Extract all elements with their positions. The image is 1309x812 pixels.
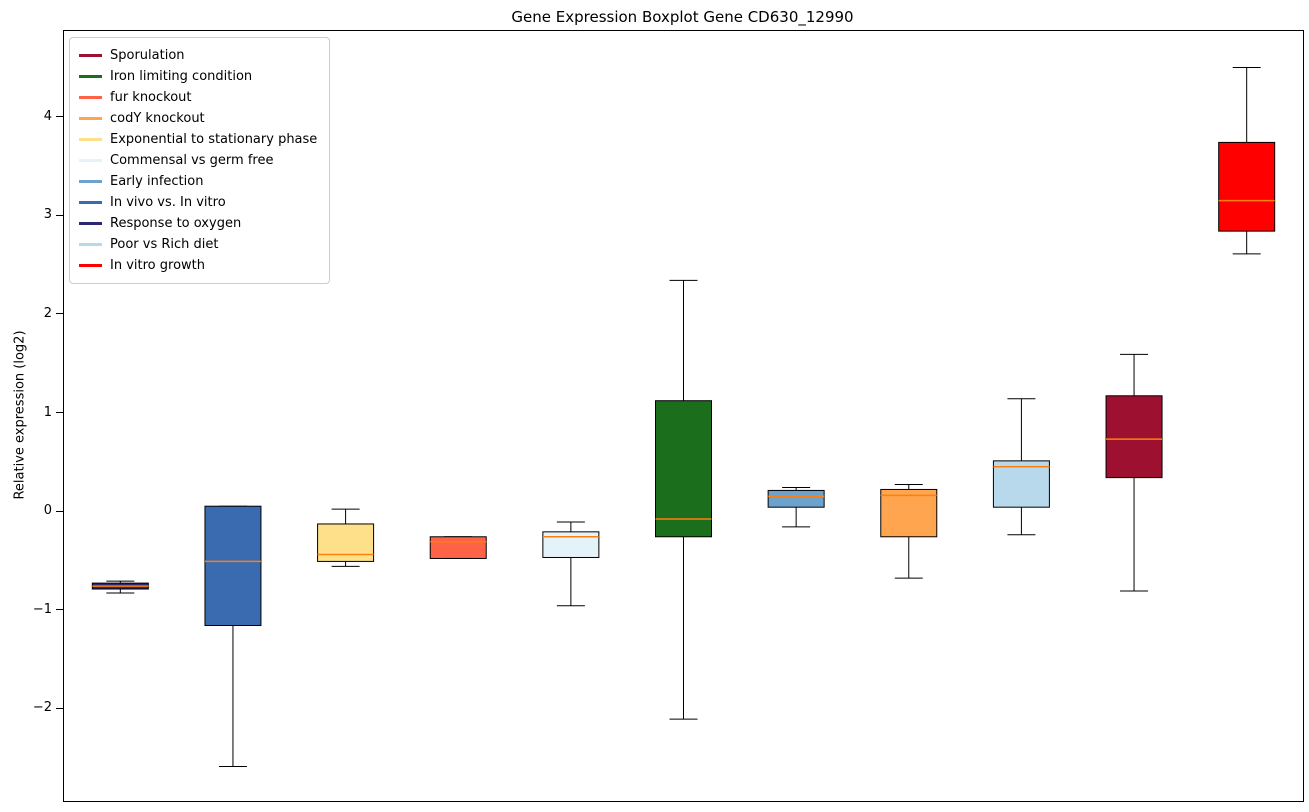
- box-early-infection: [767, 486, 825, 528]
- legend-item: In vivo vs. In vitro: [79, 192, 317, 213]
- legend-item: Iron limiting condition: [79, 66, 317, 87]
- legend-label: In vivo vs. In vitro: [110, 195, 226, 210]
- y-tick-label: −1: [32, 601, 52, 617]
- legend-label: codY knockout: [110, 111, 205, 126]
- legend-item: Sporulation: [79, 45, 317, 66]
- boxplot-svg: [91, 66, 1276, 767]
- legend-swatch: [79, 159, 102, 162]
- legend-swatch: [79, 138, 102, 141]
- legend-item: codY knockout: [79, 108, 317, 129]
- box-response-to-oxygen: [91, 580, 149, 594]
- legend-item: Commensal vs germ free: [79, 150, 317, 171]
- box-sporulation: [1105, 353, 1163, 592]
- y-tick-mark: [56, 609, 63, 611]
- y-tick-mark: [56, 707, 63, 709]
- legend-label: Exponential to stationary phase: [110, 132, 318, 147]
- box-cody-knockout: [880, 484, 938, 579]
- legend-item: Early infection: [79, 171, 317, 192]
- box-in-vitro-growth: [1218, 66, 1276, 255]
- legend: Sporulation Iron limiting condition fur kn…: [69, 37, 331, 284]
- box-fur-knockout: [429, 536, 487, 559]
- box-in-vivo-vs-in-vitro: [204, 505, 262, 767]
- plot-area: Sporulation Iron limiting condition fur kn…: [63, 30, 1304, 802]
- legend-label: fur knockout: [110, 90, 192, 105]
- legend-label: Poor vs Rich diet: [110, 237, 219, 252]
- legend-item: Response to oxygen: [79, 213, 317, 234]
- legend-swatch: [79, 201, 102, 204]
- legend-swatch: [79, 264, 102, 267]
- legend-swatch: [79, 180, 102, 183]
- legend-label: Response to oxygen: [110, 216, 242, 231]
- legend-item: fur knockout: [79, 87, 317, 108]
- y-tick-label: −2: [32, 700, 52, 716]
- box-commensal-vs-germ-free: [542, 521, 600, 607]
- legend-swatch: [79, 54, 102, 57]
- y-tick-mark: [56, 510, 63, 512]
- legend-label: Early infection: [110, 174, 204, 189]
- legend-swatch: [79, 96, 102, 99]
- legend-swatch: [79, 75, 102, 78]
- legend-item: Poor vs Rich diet: [79, 234, 317, 255]
- y-tick-label: 0: [43, 503, 52, 519]
- y-tick-mark: [56, 214, 63, 216]
- legend-item: In vitro growth: [79, 255, 317, 276]
- chart-title: Gene Expression Boxplot Gene CD630_12990: [511, 8, 854, 26]
- y-tick-label: 4: [43, 108, 52, 124]
- y-tick-mark: [56, 412, 63, 414]
- legend-label: In vitro growth: [110, 258, 205, 273]
- y-tick-label: 2: [43, 305, 52, 321]
- box-poor-vs-rich-diet: [992, 398, 1050, 536]
- y-tick-mark: [56, 116, 63, 118]
- legend-label: Sporulation: [110, 48, 185, 63]
- legend-swatch: [79, 243, 102, 246]
- box-iron-limiting-condition: [655, 279, 712, 720]
- y-axis-label: Relative expression (log2): [12, 330, 28, 500]
- y-tick-label: 3: [43, 207, 52, 223]
- legend-item: Exponential to stationary phase: [79, 129, 317, 150]
- legend-swatch: [79, 117, 102, 120]
- y-tick-mark: [56, 313, 63, 315]
- legend-swatch: [79, 222, 102, 225]
- box-exponential-to-stationary-phase: [317, 508, 375, 567]
- legend-label: Commensal vs germ free: [110, 153, 274, 168]
- legend-label: Iron limiting condition: [110, 69, 253, 84]
